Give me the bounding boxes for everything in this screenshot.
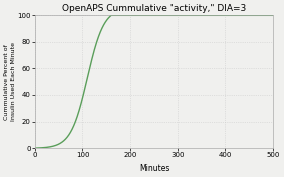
Title: OpenAPS Cummulative "activity," DIA=3: OpenAPS Cummulative "activity," DIA=3 (62, 4, 246, 13)
Y-axis label: Cummulative Percent of
Insulin Used Each Minute: Cummulative Percent of Insulin Used Each… (4, 42, 16, 121)
X-axis label: Minutes: Minutes (139, 164, 169, 173)
